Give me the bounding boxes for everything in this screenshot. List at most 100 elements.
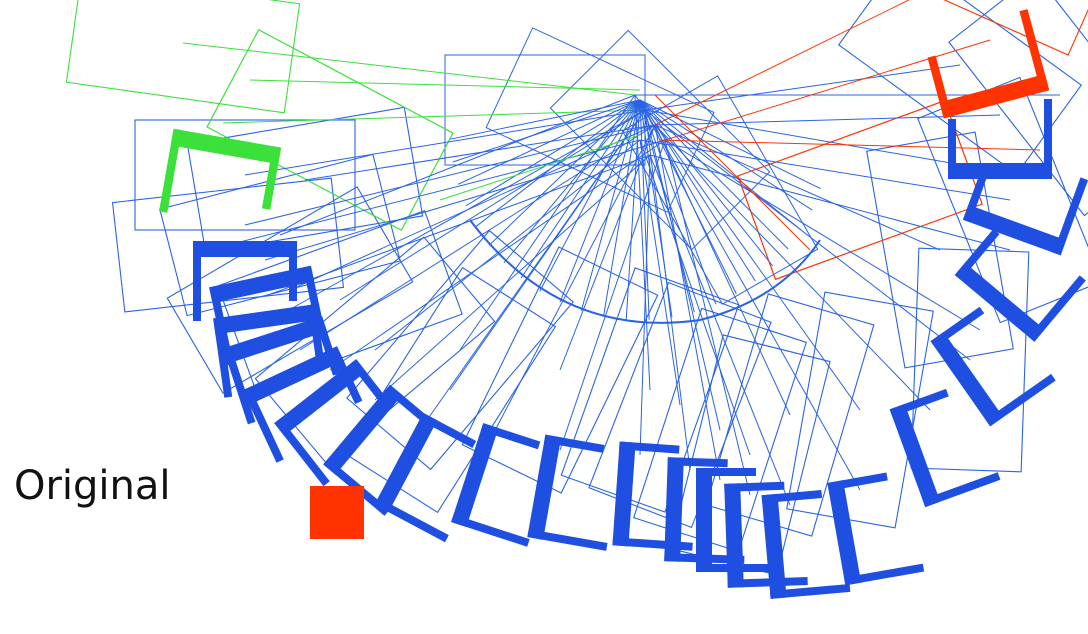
chair-pose-19-leg-right	[954, 228, 1000, 281]
frame-1	[134, 119, 356, 231]
chair-pose-17-seat	[889, 403, 941, 508]
frame-11	[588, 281, 772, 529]
chair-pose-9-leg-left	[451, 514, 530, 547]
arc-ray-4	[639, 99, 774, 267]
chair-pose-4-leg-left	[223, 345, 256, 425]
arc-ray-15	[539, 99, 641, 292]
chair-pose-21-seat	[948, 163, 1052, 179]
arc-baseline	[469, 219, 821, 324]
chair-pose-3-seat	[213, 303, 319, 335]
chair-pose-9	[451, 423, 541, 547]
chair-pose-17-leg-left	[922, 472, 1001, 508]
chair-poses	[159, 9, 1088, 599]
chair-pose-18	[930, 306, 1056, 427]
arc-ray-23	[450, 99, 641, 140]
ray-b-15	[649, 154, 791, 506]
arc-ray-21	[457, 99, 641, 185]
trajectory-frames	[65, 0, 1088, 576]
chair-pose-1-seat	[193, 241, 297, 257]
chair-pose-13-leg-right	[696, 468, 756, 476]
chair-pose-10-seat	[527, 434, 562, 540]
chair-pose-8-seat	[374, 412, 438, 513]
chair-pose-16-leg-left	[844, 563, 925, 586]
chair-pose-16-leg-right	[827, 472, 888, 491]
arc-ray-3	[639, 99, 789, 250]
ray-a-18	[654, 124, 941, 251]
start-chair-leg-left	[159, 128, 182, 213]
frame-20	[948, 0, 1088, 217]
frame-10	[461, 246, 659, 494]
chair-pose-5-leg-left	[242, 386, 284, 463]
chair-pose-18-leg-right	[930, 306, 985, 348]
chair-pose-17	[889, 388, 1001, 508]
ray-a-13	[644, 109, 721, 431]
goal-ray	[654, 94, 811, 251]
chair-pose-10	[527, 434, 608, 551]
chair-pose-11-seat	[612, 441, 636, 547]
arc-ray-7	[639, 99, 717, 305]
start-ray-2	[439, 134, 641, 201]
chair-pose-16	[827, 472, 925, 586]
original-label: Original	[14, 463, 171, 509]
chair-pose-8-leg-left	[374, 497, 449, 543]
ray-a-17	[644, 109, 971, 361]
chair-pose-8	[374, 412, 477, 543]
chair-pose-18-leg-left	[985, 373, 1056, 427]
chair-pose-9-seat	[451, 423, 499, 527]
frame-22	[866, 0, 1088, 56]
ray-b-9	[489, 124, 656, 441]
chair-pose-1-leg-left	[193, 241, 201, 321]
arc-ray-11	[625, 99, 641, 320]
ray-b-2	[264, 139, 666, 261]
ray-a-4	[279, 94, 636, 236]
ray-b-1	[244, 124, 656, 226]
arc-ray-14	[559, 99, 641, 303]
start-chair-leg-right	[261, 146, 282, 210]
ray-b-0	[222, 109, 646, 124]
goal-chair-leg-left	[1019, 9, 1050, 93]
chair-pose-18-seat	[930, 331, 1004, 427]
start-ray	[249, 79, 641, 91]
ray-a-22	[654, 0, 910, 126]
ray-b-11	[639, 154, 651, 456]
hub-frame-3	[621, 75, 819, 305]
chair-pose-21	[948, 99, 1052, 179]
chair-pose-11-leg-right	[619, 441, 680, 454]
chair-pose-15	[761, 490, 851, 599]
arc-ray-2	[639, 99, 802, 231]
ray-a-21	[644, 64, 961, 111]
arc-ray-16	[520, 99, 641, 279]
ray-b-21	[654, 114, 1001, 126]
chair-pose-6-leg-left	[274, 418, 330, 487]
chair-pose-21-leg-left	[1044, 99, 1052, 179]
chair-pose-7-seat	[323, 384, 403, 475]
frame-17	[910, 247, 1030, 473]
ray-a-8	[459, 94, 636, 351]
ray-a-11	[639, 139, 681, 406]
ray-a-6	[289, 124, 656, 291]
chair-pose-14-leg-right	[724, 481, 785, 492]
ray-a-0	[182, 42, 636, 96]
ray-b-7	[374, 154, 651, 401]
chair-pose-9-leg-right	[480, 423, 541, 450]
frame-13	[633, 307, 807, 553]
arc-ray-17	[503, 99, 641, 264]
start-frame	[206, 28, 454, 232]
original-marker	[310, 486, 364, 539]
chair-pose-6-seat	[274, 359, 367, 436]
arc-ray-1	[639, 99, 813, 211]
ray-a-16	[634, 94, 861, 411]
chair-pose-3-leg-left	[213, 317, 233, 398]
arc-ray-9	[639, 99, 673, 318]
chair-pose-19-seat	[954, 262, 1045, 342]
chair-pose-20-seat	[962, 204, 1067, 256]
goal-chair-leg-right	[927, 55, 952, 119]
arc-ray-12	[603, 99, 641, 317]
chair-pose-17-leg-right	[889, 388, 949, 417]
chair-pose-15-seat	[761, 493, 787, 599]
frame-3	[111, 177, 345, 313]
arc-ray-18	[488, 99, 641, 246]
goal-frame	[737, 99, 983, 281]
arc-ray-5	[639, 99, 756, 282]
ray-b-18	[664, 139, 981, 331]
